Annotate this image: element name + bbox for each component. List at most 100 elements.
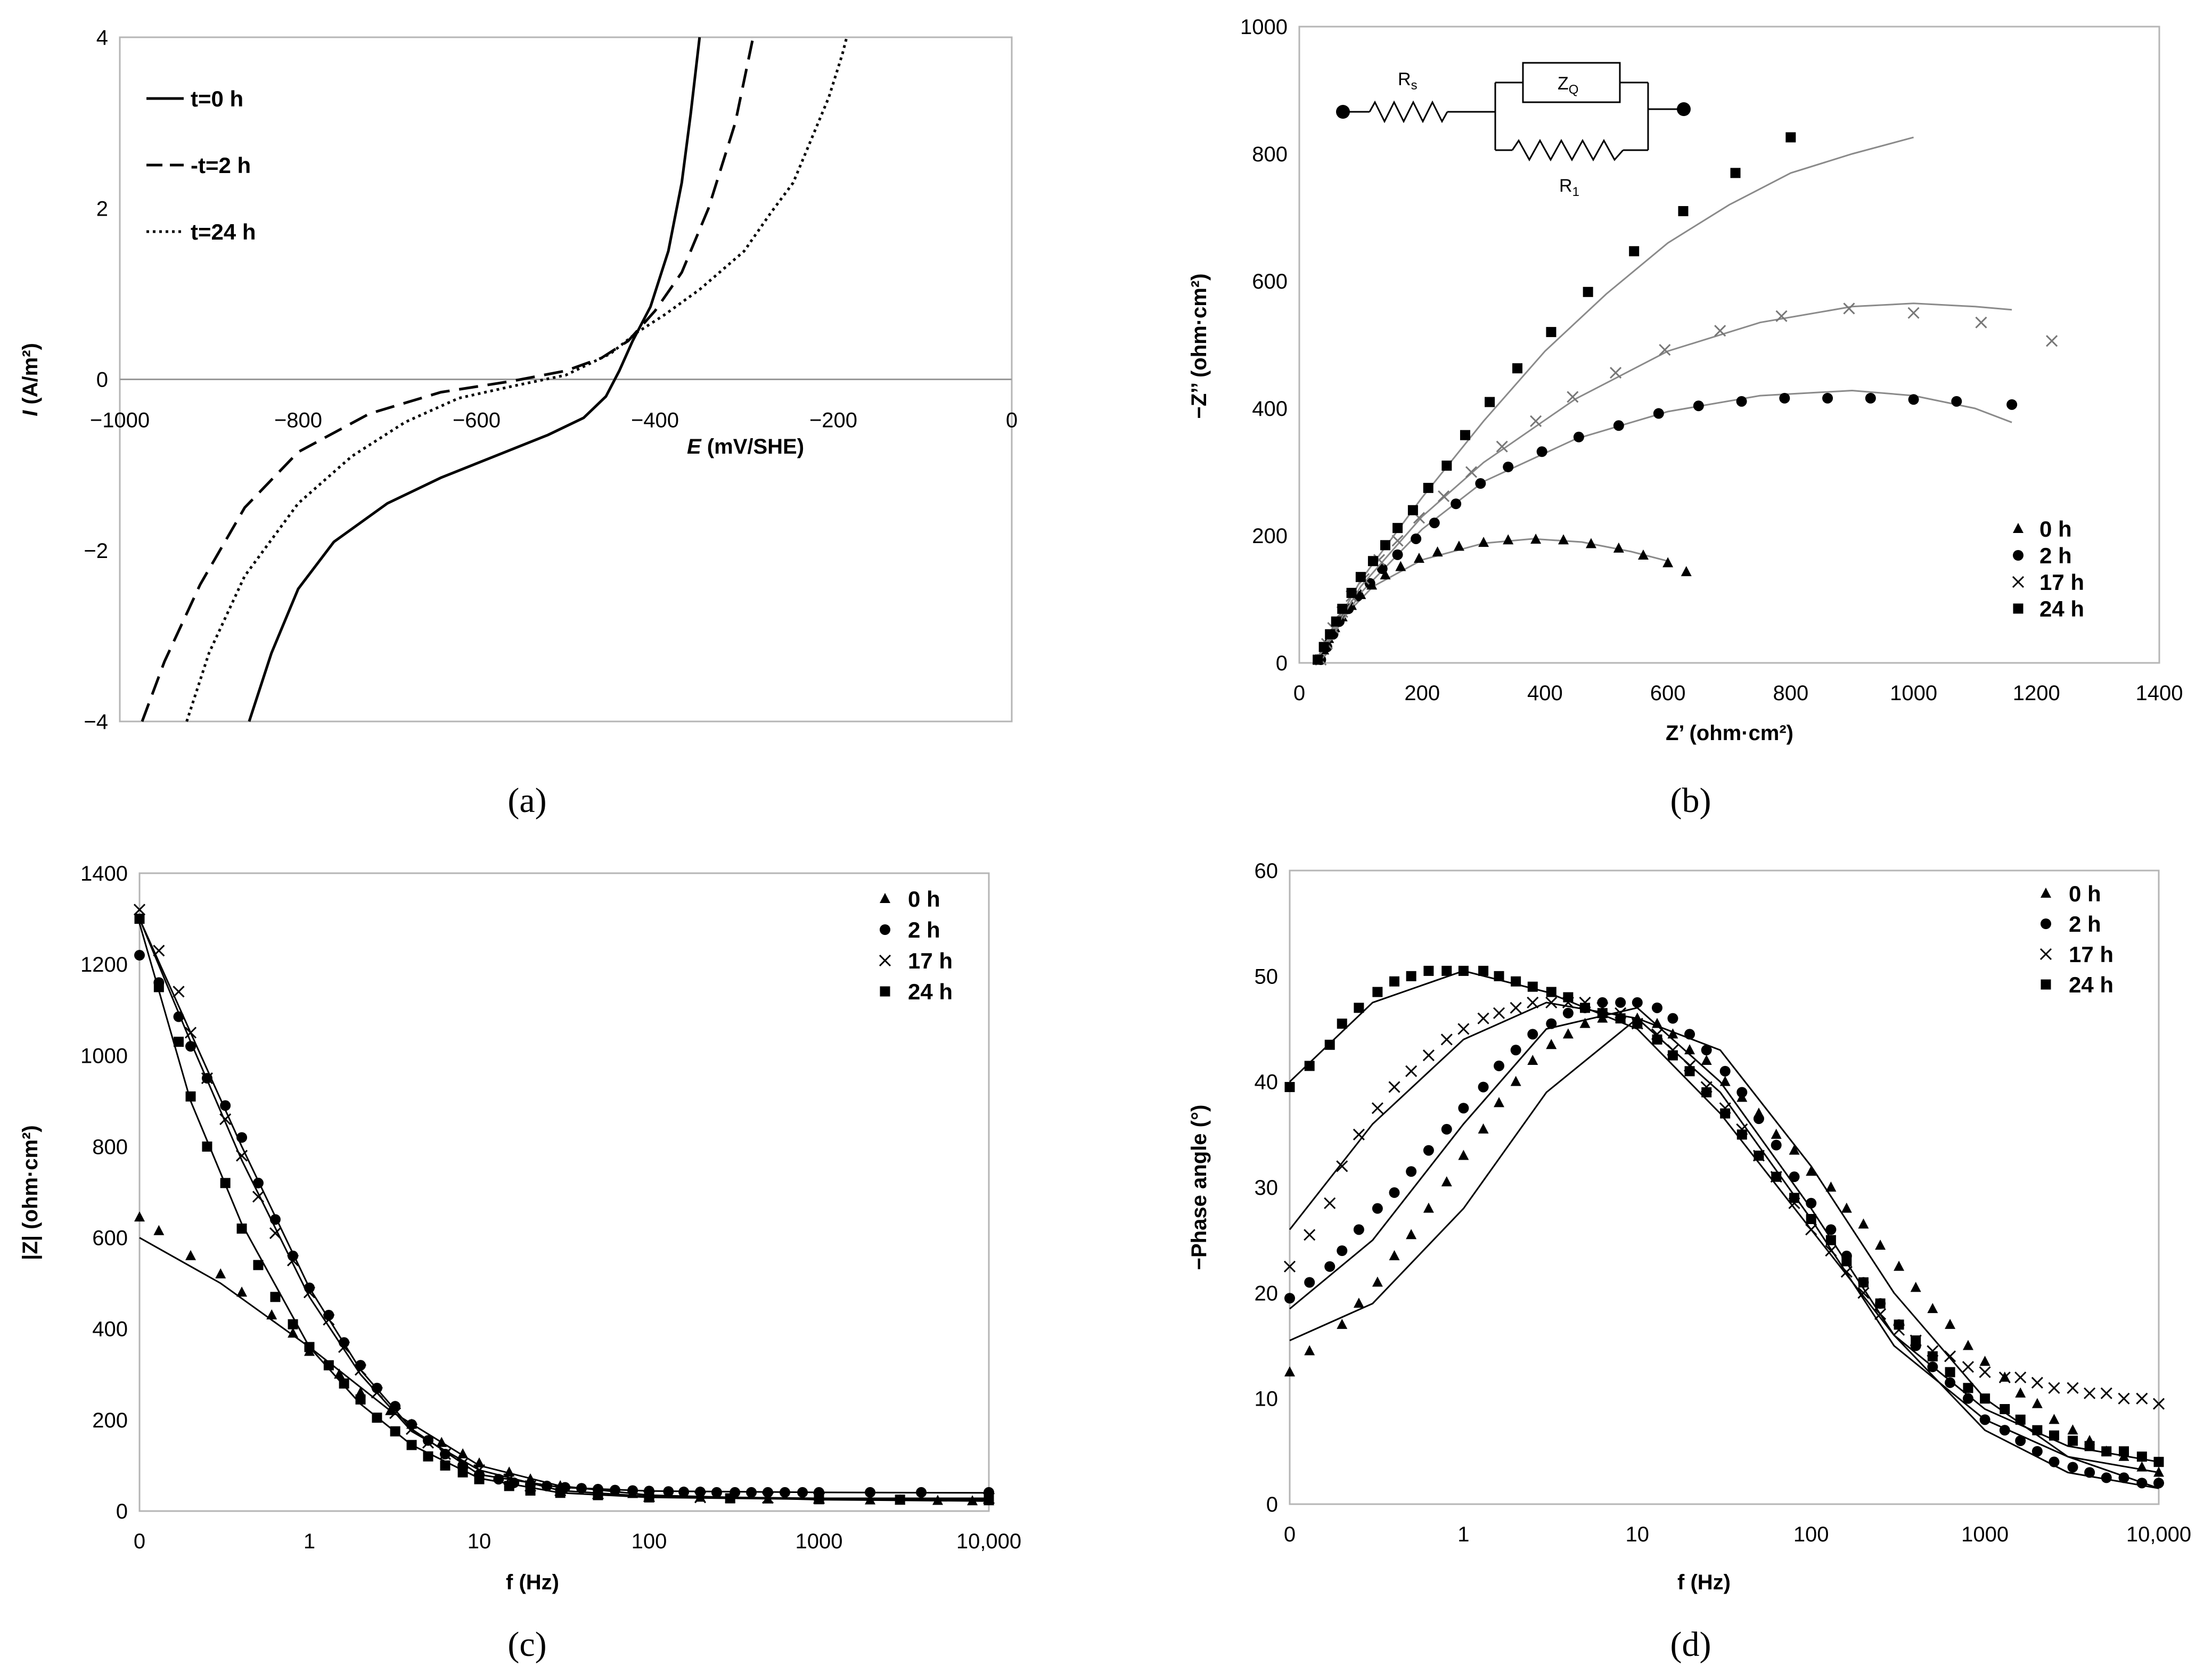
panel-d-point-0-h bbox=[1979, 1356, 1990, 1366]
panel-d-point-24-h bbox=[1563, 992, 1574, 1003]
panel-d-point-24-h bbox=[1858, 1277, 1869, 1287]
panel-d-point-24-h bbox=[1304, 1061, 1315, 1071]
panel-c-x-axis-label: f (Hz) bbox=[506, 1571, 559, 1594]
panel-b-point-0-h bbox=[1503, 534, 1514, 545]
panel-b-y-axis-label: −Z’’ (ohm·cm²) bbox=[1187, 274, 1211, 419]
panel-d-y-tick-label: 10 bbox=[1255, 1388, 1279, 1411]
panel-d-point-17-h bbox=[1979, 1366, 1991, 1378]
panel-b-point-2-h bbox=[1865, 392, 1876, 404]
panel-d-point-2-h bbox=[1667, 1013, 1678, 1024]
panel-b-point-0-h bbox=[1478, 537, 1489, 547]
panel-b-nyquist-plot: (b) 0 200 400 600 800 1000 1200 1400 0 200 400 600 8… bbox=[1187, 15, 2183, 820]
panel-c-point-17-h bbox=[269, 1227, 282, 1240]
panel-b-point-2-h bbox=[1411, 533, 1422, 544]
panel-d-plot-frame bbox=[1289, 869, 2160, 1505]
panel-b-point-24-h bbox=[1678, 206, 1689, 217]
panel-b-point-17-h bbox=[2046, 335, 2058, 347]
panel-b-y-tick-label: 800 bbox=[1252, 143, 1288, 166]
panel-c-point-2-h bbox=[779, 1487, 790, 1498]
panel-c-legend-marker bbox=[880, 893, 890, 903]
panel-b-point-0-h bbox=[1453, 540, 1464, 551]
panel-d-point-24-h bbox=[1963, 1383, 1973, 1393]
panel-c-bode-magnitude-plot: (c) 0 1 10 100 1000 10,000 0 200 400 600 800 1000 12… bbox=[19, 862, 1021, 1664]
panel-d-point-17-h bbox=[2067, 1382, 2079, 1394]
panel-d-point-24-h bbox=[2015, 1414, 2026, 1425]
panel-c-point-24-h bbox=[406, 1440, 417, 1450]
panel-c-point-2-h bbox=[797, 1487, 808, 1498]
panel-b-point-2-h bbox=[1451, 498, 1462, 510]
panel-a-y-tick-label: 4 bbox=[96, 26, 108, 50]
panel-d-legend-marker bbox=[2041, 888, 2051, 898]
panel-a-y-tick-label: −4 bbox=[84, 710, 108, 734]
panel-d-x-axis-label: f (Hz) bbox=[1677, 1571, 1731, 1594]
panel-c-point-2-h bbox=[236, 1132, 248, 1143]
panel-d-point-2-h bbox=[2015, 1435, 2026, 1446]
panel-d-point-0-h bbox=[1806, 1166, 1817, 1176]
panel-b-point-24-h bbox=[1460, 430, 1470, 440]
panel-c-x-tick-label: 100 bbox=[632, 1530, 667, 1553]
panel-c-point-17-h bbox=[153, 945, 165, 957]
panel-c-point-24-h bbox=[174, 1037, 184, 1047]
panel-b-point-2-h bbox=[1951, 396, 1962, 407]
panel-c-point-24-h bbox=[236, 1223, 247, 1234]
panel-c-point-2-h bbox=[711, 1487, 722, 1498]
panel-b-point-0-h bbox=[1613, 542, 1624, 553]
panel-c-point-2-h bbox=[746, 1487, 757, 1498]
panel-b-point-2-h bbox=[1503, 461, 1514, 472]
panel-d-point-17-h bbox=[2100, 1387, 2112, 1399]
panel-d-point-24-h bbox=[1354, 1003, 1364, 1013]
panel-c-x-tick-label: 1 bbox=[304, 1530, 315, 1553]
panel-c-point-0-h bbox=[385, 1405, 396, 1415]
panel-d-point-0-h bbox=[1789, 1144, 1800, 1155]
panel-b-point-24-h bbox=[1785, 132, 1796, 143]
panel-d-point-2-h bbox=[1458, 1103, 1469, 1114]
panel-c-legend-marker bbox=[880, 924, 890, 935]
panel-b-x-tick-label: 600 bbox=[1650, 682, 1686, 705]
panel-c-point-0-h bbox=[153, 1225, 165, 1235]
panel-d-point-24-h bbox=[2153, 1457, 2164, 1467]
panel-d-point-17-h bbox=[2031, 1376, 2043, 1389]
panel-a-y-tick-label: 0 bbox=[96, 368, 108, 392]
panel-d-y-tick-label: 20 bbox=[1255, 1282, 1279, 1305]
panel-c-point-17-h bbox=[184, 1027, 197, 1039]
panel-d-point-24-h bbox=[2067, 1435, 2078, 1446]
panel-c-point-2-h bbox=[916, 1487, 927, 1498]
panel-c-point-0-h bbox=[504, 1466, 515, 1477]
panel-c-point-24-h bbox=[253, 1260, 264, 1270]
panel-d-point-17-h bbox=[1527, 996, 1539, 1008]
panel-b-point-17-h bbox=[1843, 302, 1855, 315]
panel-d-x-tick-label: 1 bbox=[1457, 1523, 1469, 1546]
panel-d-point-0-h bbox=[1546, 1039, 1557, 1049]
panel-b-x-tick-label: 0 bbox=[1293, 682, 1305, 705]
panel-c-point-24-h bbox=[895, 1495, 905, 1505]
panel-b-x-tick-label: 800 bbox=[1773, 682, 1808, 705]
panel-d-point-2-h bbox=[1337, 1245, 1348, 1256]
panel-d-point-0-h bbox=[1962, 1340, 1973, 1350]
panel-b-point-2-h bbox=[1613, 420, 1624, 431]
panel-d-point-2-h bbox=[1389, 1187, 1400, 1198]
panel-d-point-0-h bbox=[1910, 1282, 1921, 1292]
panel-c-y-tick-label: 0 bbox=[116, 1500, 128, 1523]
panel-d-point-2-h bbox=[2101, 1472, 2112, 1483]
panel-d-point-0-h bbox=[1372, 1276, 1383, 1287]
panel-c-point-17-h bbox=[389, 1407, 402, 1419]
panel-c-x-tick-label: 0 bbox=[134, 1530, 145, 1553]
panel-c-y-tick-label: 400 bbox=[92, 1318, 128, 1341]
panel-b-point-0-h bbox=[1585, 538, 1596, 548]
panel-d-point-24-h bbox=[1632, 1019, 1643, 1029]
panel-d-point-0-h bbox=[1841, 1202, 1852, 1213]
panel-b-y-tick-label: 0 bbox=[1276, 652, 1288, 675]
panel-c-y-tick-label: 200 bbox=[92, 1409, 128, 1432]
panel-a-x-tick-label: −200 bbox=[809, 409, 857, 432]
panel-b-point-0-h bbox=[1558, 534, 1569, 545]
panel-d-point-17-h bbox=[2048, 1382, 2060, 1394]
panel-d-point-2-h bbox=[1771, 1139, 1782, 1151]
panel-d-point-24-h bbox=[1875, 1298, 1886, 1309]
panel-c-point-17-h bbox=[439, 1448, 452, 1460]
panel-d-point-2-h bbox=[1651, 1002, 1662, 1013]
panel-d-point-2-h bbox=[2084, 1467, 2095, 1478]
panel-c-point-17-h bbox=[219, 1113, 232, 1126]
panel-d-legend-marker bbox=[2039, 948, 2052, 961]
panel-b-point-17-h bbox=[1530, 415, 1542, 427]
